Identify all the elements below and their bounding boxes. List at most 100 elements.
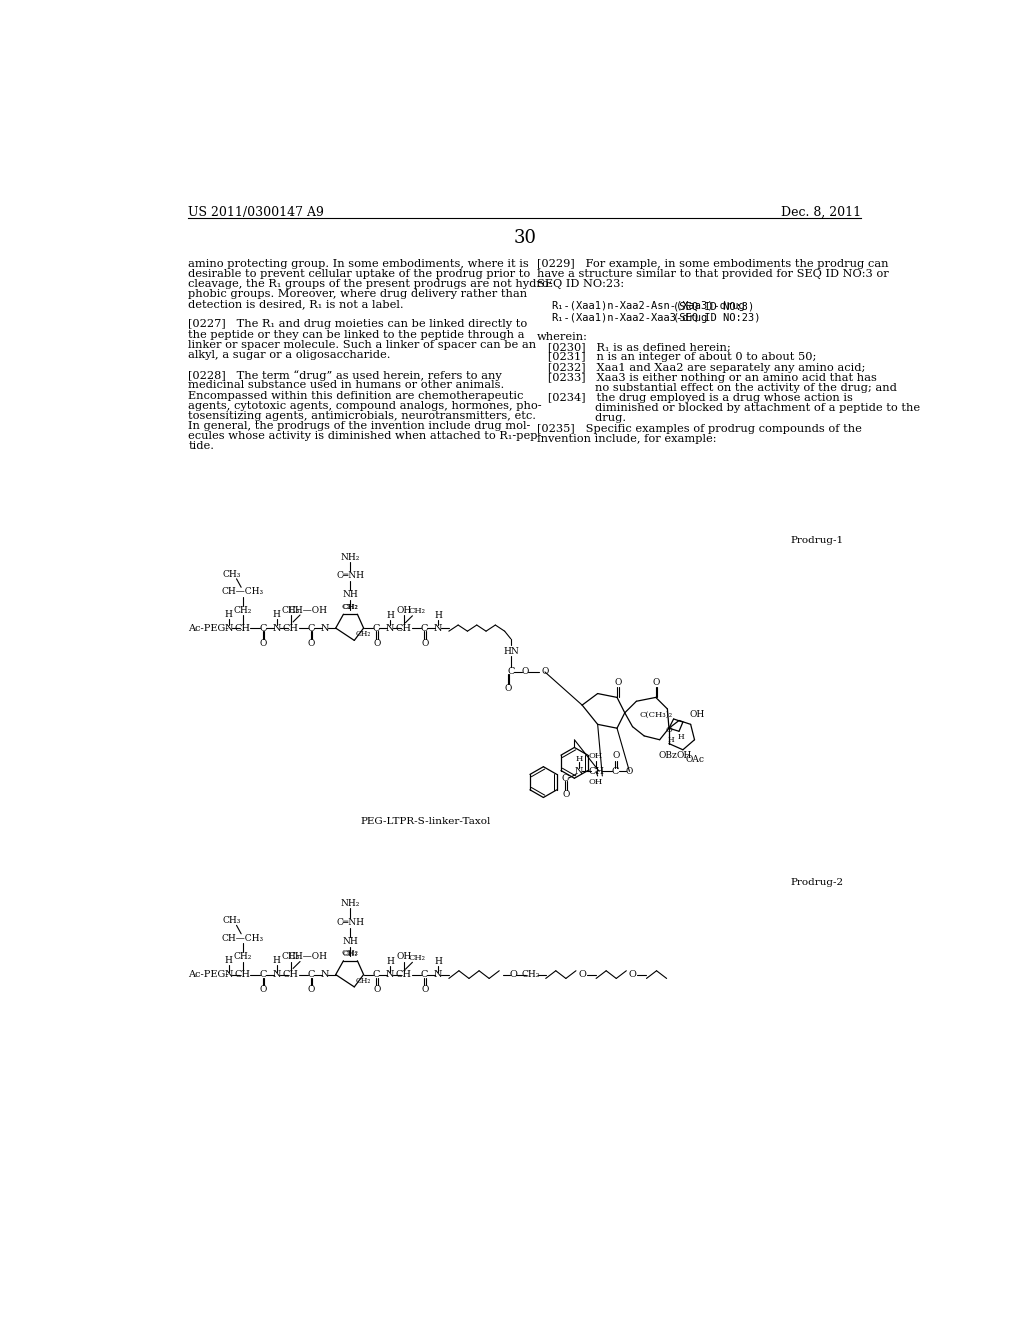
Text: N: N: [224, 623, 233, 632]
Text: CH₃: CH₃: [222, 570, 241, 578]
Text: CH—OH: CH—OH: [289, 953, 328, 961]
Text: NH: NH: [343, 590, 358, 599]
Text: O: O: [509, 970, 517, 979]
Text: amino protecting group. In some embodiments, where it is: amino protecting group. In some embodime…: [188, 259, 529, 268]
Text: agents, cytotoxic agents, compound analogs, hormones, pho-: agents, cytotoxic agents, compound analo…: [188, 401, 542, 411]
Text: desirable to prevent cellular uptake of the prodrug prior to: desirable to prevent cellular uptake of …: [188, 269, 530, 279]
Text: CH₂: CH₂: [409, 953, 426, 962]
Text: no substantial effect on the activity of the drug; and: no substantial effect on the activity of…: [538, 383, 897, 393]
Text: O: O: [629, 970, 637, 979]
Text: H: H: [575, 755, 583, 763]
Text: N: N: [434, 623, 442, 632]
Text: OH: OH: [589, 752, 603, 760]
Text: OH: OH: [396, 606, 412, 615]
Text: H: H: [678, 734, 685, 742]
Text: NH₂: NH₂: [341, 553, 360, 562]
Text: CH₃: CH₃: [222, 916, 241, 925]
Text: O: O: [421, 986, 428, 994]
Text: O: O: [653, 678, 660, 688]
Text: the peptide or they can be linked to the peptide through a: the peptide or they can be linked to the…: [188, 330, 525, 339]
Text: [0233]   Xaa3 is either nothing or an amino acid that has: [0233] Xaa3 is either nothing or an amin…: [538, 372, 878, 383]
Text: C: C: [561, 774, 568, 783]
Text: OH: OH: [689, 710, 705, 719]
Text: H: H: [225, 610, 232, 619]
Text: O: O: [421, 639, 428, 648]
Text: N: N: [386, 970, 394, 979]
Text: O: O: [542, 668, 549, 676]
Text: CH₂: CH₂: [356, 977, 372, 985]
Text: CH₂: CH₂: [343, 603, 358, 611]
Text: HN: HN: [503, 647, 519, 656]
Text: CH₂: CH₂: [233, 606, 252, 615]
Text: N: N: [321, 970, 329, 979]
Text: R₁-(Xaa1)n-Xaa2-Asn-(Xaa3)-drug: R₁-(Xaa1)n-Xaa2-Asn-(Xaa3)-drug: [551, 301, 744, 312]
Text: phobic groups. Moreover, where drug delivery rather than: phobic groups. Moreover, where drug deli…: [188, 289, 527, 300]
Text: OBz: OBz: [658, 751, 677, 759]
Text: Prodrug-2: Prodrug-2: [791, 878, 844, 887]
Text: CH: CH: [283, 970, 299, 979]
Text: O: O: [308, 986, 315, 994]
Text: CH: CH: [283, 623, 299, 632]
Text: cleavage, the R₁ groups of the present prodrugs are not hydro-: cleavage, the R₁ groups of the present p…: [188, 279, 553, 289]
Text: CH₃: CH₃: [282, 606, 300, 615]
Text: O: O: [505, 684, 512, 693]
Text: CH₂: CH₂: [522, 970, 541, 979]
Text: PEG-LTPR-S-linker-Taxol: PEG-LTPR-S-linker-Taxol: [360, 817, 490, 826]
Text: N: N: [386, 623, 394, 632]
Text: invention include, for example:: invention include, for example:: [538, 434, 717, 444]
Text: CH: CH: [588, 767, 604, 776]
Text: O: O: [612, 751, 620, 760]
Text: CH: CH: [396, 623, 412, 632]
Text: N: N: [434, 970, 442, 979]
Text: Encompassed within this definition are chemotherapeutic: Encompassed within this definition are c…: [188, 391, 524, 401]
Text: [0234]   the drug employed is a drug whose action is: [0234] the drug employed is a drug whose…: [538, 393, 853, 403]
Text: linker or spacer molecule. Such a linker of spacer can be an: linker or spacer molecule. Such a linker…: [188, 339, 537, 350]
Text: NH₂: NH₂: [341, 899, 360, 908]
Text: C: C: [373, 623, 380, 632]
Text: H: H: [386, 611, 394, 619]
Text: CH: CH: [234, 970, 251, 979]
Text: C: C: [259, 970, 266, 979]
Text: CH: CH: [234, 623, 251, 632]
Text: H: H: [434, 611, 442, 619]
Text: CH₂: CH₂: [409, 607, 426, 615]
Text: have a structure similar to that provided for SEQ ID NO:3 or: have a structure similar to that provide…: [538, 269, 889, 279]
Text: wherein:: wherein:: [538, 333, 588, 342]
Text: O: O: [562, 789, 569, 799]
Text: (SEQ ID NO:23): (SEQ ID NO:23): [673, 313, 761, 323]
Text: CH—CH₃: CH—CH₃: [221, 587, 264, 597]
Text: [0227]   The R₁ and drug moieties can be linked directly to: [0227] The R₁ and drug moieties can be l…: [188, 319, 527, 330]
Text: medicinal substance used in humans or other animals.: medicinal substance used in humans or ot…: [188, 380, 505, 391]
Text: N: N: [224, 970, 233, 979]
Text: O: O: [626, 767, 633, 776]
Text: [0229]   For example, in some embodiments the prodrug can: [0229] For example, in some embodiments …: [538, 259, 889, 268]
Text: NH: NH: [343, 937, 358, 946]
Text: OH: OH: [677, 751, 692, 759]
Text: N: N: [272, 623, 281, 632]
Text: Prodrug-1: Prodrug-1: [791, 536, 844, 545]
Text: Ac-PEG-: Ac-PEG-: [188, 970, 229, 979]
Text: C: C: [373, 970, 380, 979]
Text: H: H: [386, 957, 394, 966]
Text: N: N: [321, 623, 329, 632]
Text: US 2011/0300147 A9: US 2011/0300147 A9: [188, 206, 325, 219]
Text: CH₂: CH₂: [343, 950, 358, 958]
Text: C: C: [421, 970, 428, 979]
Text: O: O: [614, 678, 622, 688]
Text: [0235]   Specific examples of prodrug compounds of the: [0235] Specific examples of prodrug comp…: [538, 424, 862, 433]
Text: tide.: tide.: [188, 441, 214, 451]
Text: [0232]   Xaa1 and Xaa2 are separately any amino acid;: [0232] Xaa1 and Xaa2 are separately any …: [538, 363, 865, 372]
Text: CH₂: CH₂: [233, 953, 252, 961]
Text: drug.: drug.: [538, 413, 627, 424]
Text: O: O: [373, 639, 381, 648]
Text: Dec. 8, 2011: Dec. 8, 2011: [781, 206, 861, 219]
Text: CH—CH₃: CH—CH₃: [221, 935, 264, 942]
Text: detection is desired, R₁ is not a label.: detection is desired, R₁ is not a label.: [188, 300, 404, 309]
Text: O: O: [260, 986, 267, 994]
Text: alkyl, a sugar or a oligosaccharide.: alkyl, a sugar or a oligosaccharide.: [188, 350, 391, 360]
Text: H: H: [434, 957, 442, 966]
Text: 30: 30: [513, 230, 537, 247]
Text: C═NH: C═NH: [337, 917, 365, 927]
Text: OH: OH: [396, 953, 412, 961]
Text: C: C: [307, 970, 314, 979]
